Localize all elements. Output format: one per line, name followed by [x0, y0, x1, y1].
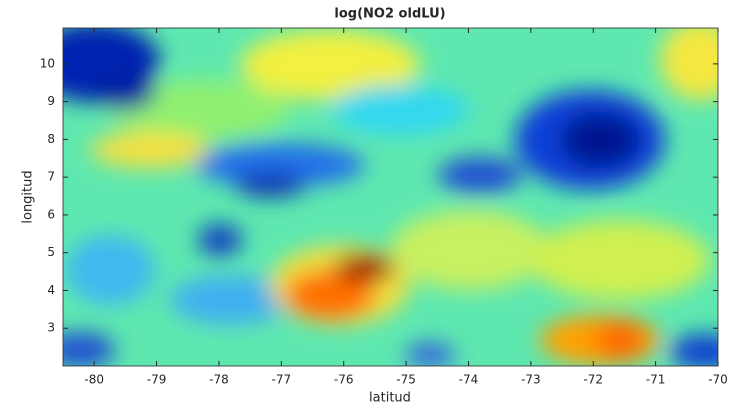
x-tick-label: -71: [646, 373, 666, 387]
y-tick-label: 4: [47, 283, 55, 297]
x-tick-label: -72: [583, 373, 603, 387]
y-tick-label: 10: [40, 56, 55, 70]
x-tick-label: -73: [521, 373, 541, 387]
plot-frame: [62, 27, 719, 367]
x-tick-label: -77: [272, 373, 292, 387]
heatmap-field: [63, 28, 718, 366]
x-tick-label: -74: [459, 373, 479, 387]
chart-title: log(NO2 oldLU): [334, 7, 445, 22]
y-tick-label: 9: [47, 94, 55, 108]
y-tick-label: 3: [47, 321, 55, 335]
y-tick-label: 8: [47, 132, 55, 146]
x-tick-label: -70: [708, 373, 728, 387]
y-axis-label: longitud: [21, 170, 36, 223]
x-tick-label: -80: [84, 373, 104, 387]
x-tick-label: -78: [209, 373, 229, 387]
x-tick-label: -79: [147, 373, 167, 387]
x-axis-label: latitud: [369, 391, 411, 406]
x-tick-label: -76: [334, 373, 354, 387]
y-tick-label: 7: [47, 170, 55, 184]
y-tick-label: 6: [47, 207, 55, 221]
y-tick-label: 5: [47, 245, 55, 259]
x-tick-label: -75: [396, 373, 416, 387]
